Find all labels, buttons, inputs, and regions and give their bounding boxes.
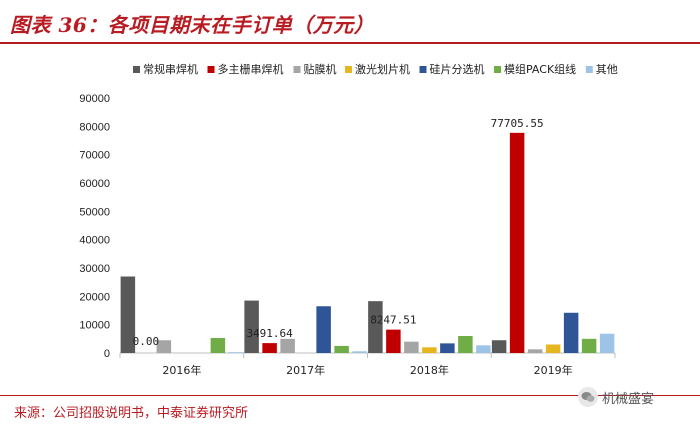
bar — [545, 344, 561, 353]
bar — [244, 300, 259, 353]
y-tick-label: 0 — [104, 348, 110, 360]
data-label: 3491.64 — [246, 327, 293, 340]
legend-label: 激光划片机 — [355, 62, 410, 76]
legend-label: 常规串焊机 — [143, 62, 198, 76]
legend-label: 贴膜机 — [304, 62, 337, 76]
bar — [156, 340, 172, 353]
legend-swatch — [419, 66, 427, 73]
bar — [334, 345, 349, 353]
bar — [210, 337, 226, 353]
bar — [386, 329, 401, 353]
bar — [404, 341, 419, 353]
wechat-icon — [578, 387, 598, 407]
legend-swatch — [133, 66, 140, 73]
y-tick-label: 20000 — [79, 291, 110, 303]
bar — [280, 338, 295, 353]
bar — [527, 349, 543, 353]
bar — [120, 276, 136, 353]
x-tick-label: 2016年 — [162, 363, 201, 377]
bar — [563, 312, 579, 353]
y-tick-label: 80000 — [79, 121, 110, 133]
title-divider — [0, 42, 700, 44]
bar — [509, 132, 525, 353]
legend-label: 其他 — [596, 63, 618, 76]
y-tick-label: 70000 — [79, 150, 110, 162]
bar — [581, 338, 597, 353]
bar — [316, 306, 331, 353]
legend-swatch — [293, 66, 301, 73]
y-tick-label: 60000 — [79, 178, 110, 190]
y-tick-label: 40000 — [79, 235, 110, 247]
legend-label: 硅片分选机 — [430, 62, 485, 76]
legend-swatch — [585, 66, 593, 73]
data-label: 0.00 — [133, 335, 160, 348]
bar — [491, 340, 507, 353]
bar — [476, 345, 491, 353]
bar — [599, 333, 615, 353]
bar — [458, 336, 473, 353]
legend-swatch — [207, 66, 215, 73]
data-label: 8247.51 — [370, 314, 416, 327]
bar — [368, 301, 383, 353]
source-divider — [0, 395, 700, 396]
title-bar: 图表 36：各项目期末在手订单（万元） — [0, 0, 700, 44]
bar-chart: 0 10000 20000 30000 40000 50000 60000 70000 8000… — [79, 62, 618, 377]
legend-swatch — [345, 66, 352, 73]
x-tick-label: 2018年 — [410, 363, 449, 377]
bar — [422, 347, 437, 353]
data-label: 77705.55 — [491, 117, 544, 130]
x-tick-label: 2017年 — [286, 363, 325, 377]
bar — [228, 352, 244, 353]
bar — [262, 343, 277, 353]
bar — [352, 351, 367, 353]
bar — [440, 343, 455, 353]
y-tick-label: 50000 — [79, 206, 110, 218]
x-tick-label: 2019年 — [534, 363, 573, 377]
source-note: 来源：公司招股说明书，中泰证券研究所 — [14, 406, 249, 421]
y-tick-label: 10000 — [79, 320, 110, 332]
watermark-text: 机械盛宴 — [602, 391, 655, 407]
y-tick-label: 30000 — [79, 263, 110, 275]
chart-title: 图表 36：各项目期末在手订单（万元） — [10, 13, 375, 37]
y-tick-label: 90000 — [79, 93, 110, 105]
legend-label: 模组PACK组线 — [504, 62, 576, 76]
watermark: 机械盛宴 — [578, 386, 654, 408]
legend-label: 多主栅串焊机 — [218, 62, 284, 76]
legend-swatch — [494, 66, 501, 73]
